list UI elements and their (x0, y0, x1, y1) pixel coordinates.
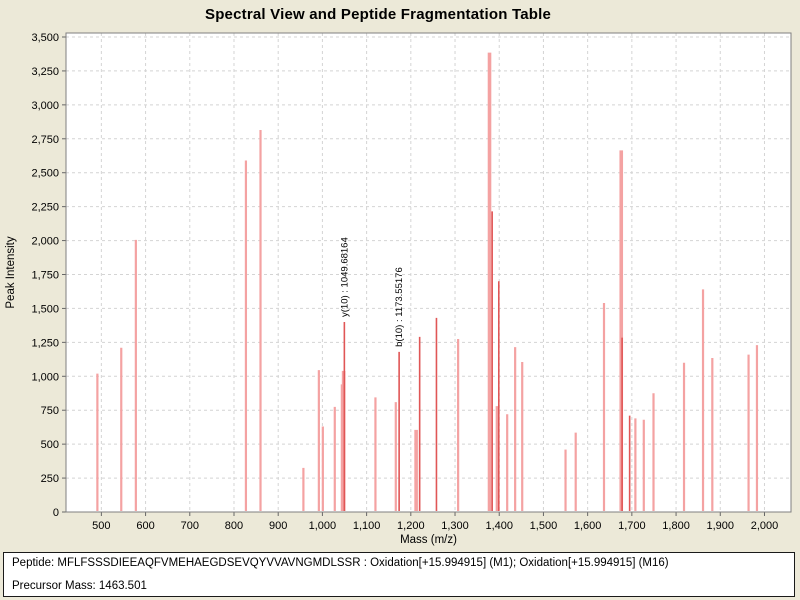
y-tick-label: 750 (41, 405, 59, 417)
x-axis-title: Mass (m/z) (400, 534, 457, 546)
chart-title: Spectral View and Peptide Fragmentation … (204, 6, 552, 23)
x-tick-label: 800 (225, 520, 243, 532)
x-tick-label: 1,300 (441, 520, 469, 532)
y-tick-label: 0 (53, 507, 59, 519)
x-tick-label: 900 (269, 520, 287, 532)
x-tick-label: 1,700 (618, 520, 646, 532)
y-tick-label: 250 (41, 473, 59, 485)
peptide-info: Peptide: MFLFSSSDIEEAQFVMEHAEGDSEVQYVVAV… (12, 557, 669, 569)
x-tick-label: 2,000 (751, 520, 779, 532)
y-tick-label: 2,250 (31, 202, 59, 214)
y-tick-label: 2,500 (31, 168, 59, 180)
y-tick-label: 3,250 (31, 66, 59, 78)
x-tick-label: 500 (92, 520, 110, 532)
precursor-mass-info: Precursor Mass: 1463.501 (12, 580, 147, 592)
x-tick-label: 1,900 (707, 520, 735, 532)
plot-frame (65, 32, 792, 513)
y-tick-label: 2,750 (31, 134, 59, 146)
spectrum-plot-area[interactable]: 0 250 500 750 1,000 1,250 1,500 1,750 2,000 2,250… (0, 0, 800, 548)
y-tick-label: 3,000 (31, 100, 59, 112)
spectrum-chart[interactable]: 0 250 500 750 1,000 1,250 1,500 1,750 2,000 2,250… (0, 0, 800, 553)
x-tick-label: 1,500 (530, 520, 558, 532)
x-tick-label: 1,800 (662, 520, 690, 532)
plot-background[interactable] (66, 33, 791, 512)
x-tick-label: 1,000 (309, 520, 337, 532)
x-tick-label: 700 (181, 520, 199, 532)
info-panel: Peptide: MFLFSSSDIEEAQFVMEHAEGDSEVQYVVAV… (3, 552, 795, 597)
y-tick-label: 1,250 (31, 337, 59, 349)
fragment-annotation: b(10) : 1173.55176 (394, 267, 405, 347)
y-tick-label: 2,000 (31, 236, 59, 248)
y-axis-title: Peak Intensity (5, 236, 17, 308)
y-tick-label: 1,000 (31, 371, 59, 383)
x-tick-label: 1,200 (397, 520, 425, 532)
y-tick-label: 500 (41, 439, 59, 451)
x-tick-label: 1,400 (485, 520, 513, 532)
x-tick-label: 1,100 (353, 520, 381, 532)
x-tick-label: 600 (136, 520, 154, 532)
y-tick-label: 1,750 (31, 270, 59, 282)
fragment-annotation: y(10) : 1049.68164 (339, 237, 350, 317)
y-tick-label: 1,500 (31, 303, 59, 315)
y-tick-label: 3,500 (31, 32, 59, 44)
x-tick-label: 1,600 (574, 520, 602, 532)
